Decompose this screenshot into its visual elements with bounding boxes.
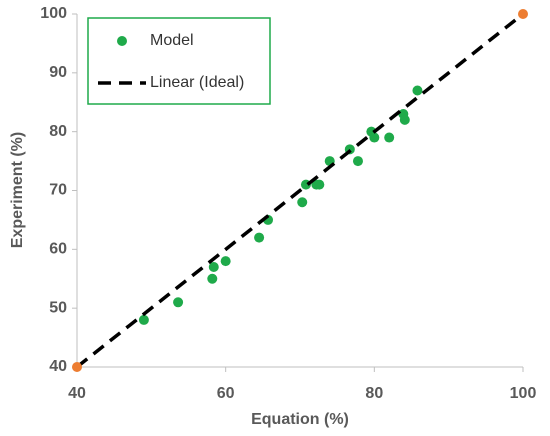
point (220, 256, 231, 267)
point (314, 179, 325, 190)
point (399, 114, 410, 125)
x-tick-label: 60 (217, 385, 235, 402)
y-tick-label: 70 (49, 182, 67, 199)
legend-label: Linear (Ideal) (150, 74, 244, 91)
point (518, 9, 528, 19)
point (138, 314, 149, 325)
x-tick-label: 40 (68, 385, 86, 402)
legend-box (87, 17, 271, 105)
x-tick-label: 100 (510, 385, 537, 402)
point (412, 85, 423, 96)
point (384, 132, 395, 143)
point (297, 197, 308, 208)
legend-key (117, 36, 127, 46)
legend-label: Model (150, 32, 194, 49)
y-tick-label: 100 (40, 5, 67, 22)
point (369, 132, 380, 143)
point (72, 362, 82, 372)
point (173, 297, 184, 308)
y-tick-label: 50 (49, 299, 67, 316)
y-axis-title: Experiment (%) (9, 132, 26, 248)
point (207, 273, 218, 284)
point (254, 232, 265, 243)
x-axis-title: Equation (%) (251, 411, 349, 428)
point (208, 261, 219, 272)
y-tick-label: 60 (49, 241, 67, 258)
x-tick-label: 80 (365, 385, 383, 402)
y-tick-label: 40 (49, 358, 67, 375)
y-tick-label: 90 (49, 64, 67, 81)
ideal-line (75, 12, 525, 369)
y-tick-label: 80 (49, 123, 67, 140)
point (352, 156, 363, 167)
